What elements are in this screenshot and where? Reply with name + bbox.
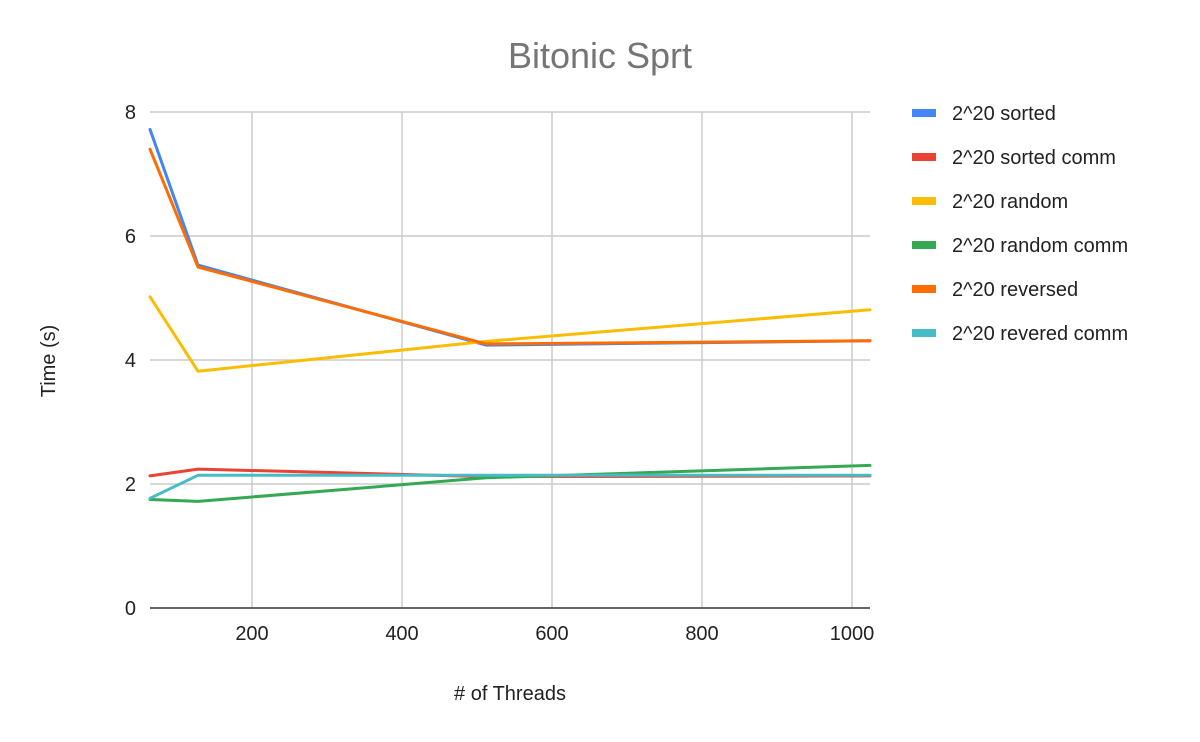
series-line-1 xyxy=(148,127,872,347)
legend-swatch xyxy=(912,241,936,249)
legend: 2^20 sorted 2^20 sorted comm 2^20 random 2^… xyxy=(912,103,1128,345)
legend-label: 2^20 revered comm xyxy=(952,323,1128,345)
legend-label: 2^20 reversed xyxy=(952,279,1078,301)
y-axis-title: Time (s) xyxy=(38,325,60,398)
x-tick-label: 400 xyxy=(385,623,418,645)
legend-swatch xyxy=(912,153,936,161)
legend-label: 2^20 sorted xyxy=(952,103,1056,125)
series-line-4 xyxy=(148,463,872,503)
y-tick-label: 0 xyxy=(125,598,136,620)
legend-label: 2^20 random xyxy=(952,191,1068,213)
legend-label: 2^20 sorted comm xyxy=(952,147,1116,169)
legend-swatch xyxy=(912,285,936,293)
series-lines xyxy=(148,127,872,503)
x-tick-label: 600 xyxy=(535,623,568,645)
legend-swatch xyxy=(912,329,936,337)
y-tick-label: 8 xyxy=(125,102,136,124)
tick-labels: 0 2 4 6 8 200 400 600 800 1000 xyxy=(125,102,874,645)
x-tick-label: 200 xyxy=(235,623,268,645)
x-tick-label: 1000 xyxy=(830,623,875,645)
grid xyxy=(150,111,870,609)
series-line-6 xyxy=(148,473,872,500)
series-line-5 xyxy=(148,147,872,346)
series-line-3 xyxy=(148,295,872,373)
y-tick-label: 2 xyxy=(125,474,136,496)
y-tick-label: 4 xyxy=(125,350,136,372)
legend-label: 2^20 random comm xyxy=(952,235,1128,257)
y-tick-label: 6 xyxy=(125,226,136,248)
x-tick-label: 800 xyxy=(685,623,718,645)
chart-title: Bitonic Sprt xyxy=(508,35,692,76)
x-axis-title: # of Threads xyxy=(454,683,566,705)
legend-swatch xyxy=(912,197,936,205)
legend-swatch xyxy=(912,109,936,117)
